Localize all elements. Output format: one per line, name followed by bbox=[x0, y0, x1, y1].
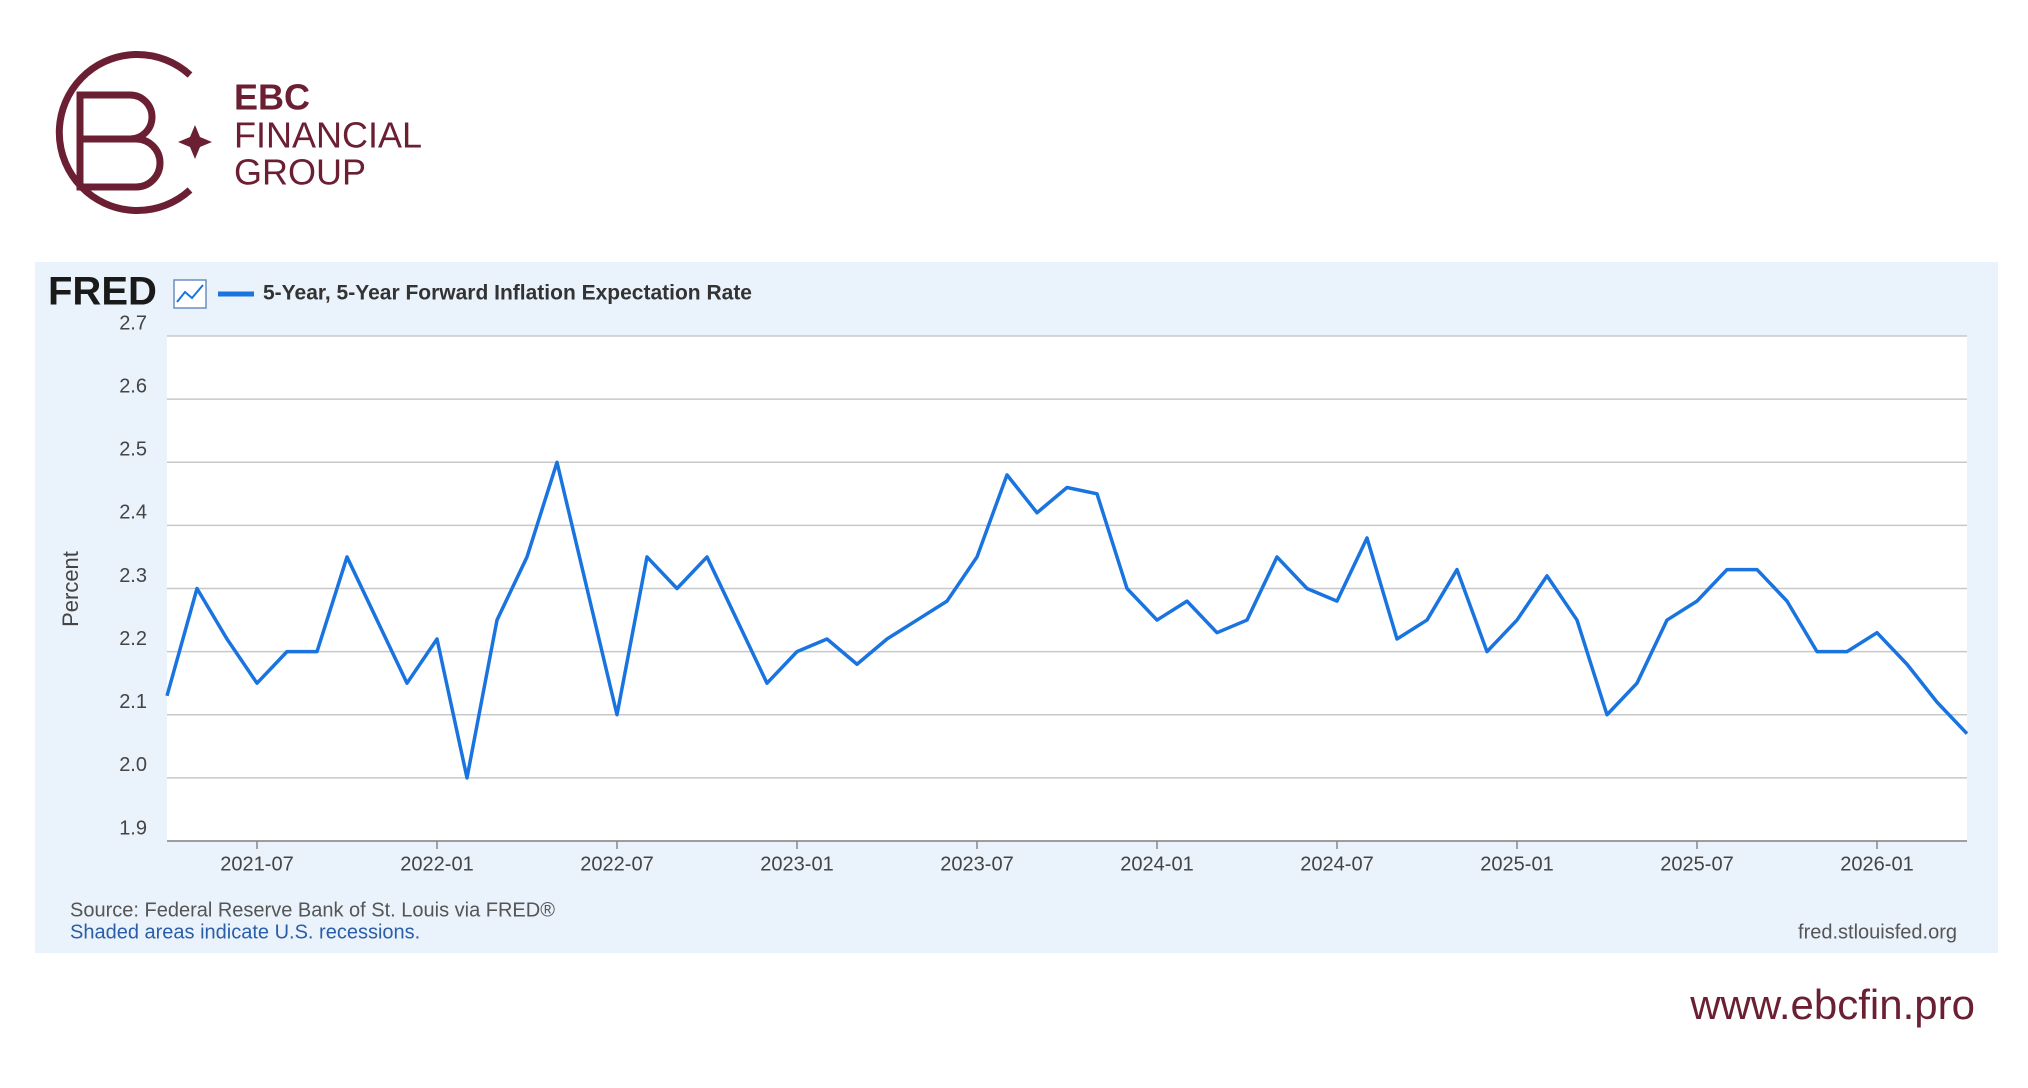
y-tick-label: 2.6 bbox=[119, 375, 147, 397]
x-tick-label: 2025-01 bbox=[1480, 853, 1553, 875]
y-tick-label: 2.7 bbox=[119, 312, 147, 334]
site-note: fred.stlouisfed.org bbox=[1798, 921, 1957, 943]
x-tick-label: 2026-01 bbox=[1840, 853, 1913, 875]
x-tick-label: 2024-07 bbox=[1300, 853, 1373, 875]
brand-line: GROUP bbox=[234, 152, 366, 193]
y-tick-label: 2.3 bbox=[119, 565, 147, 587]
fred-icon-line bbox=[176, 284, 204, 303]
brand-line: FINANCIAL bbox=[234, 115, 422, 156]
y-tick-label: 2.4 bbox=[119, 502, 147, 524]
brand-logo bbox=[55, 51, 212, 214]
logo-star bbox=[178, 125, 212, 159]
y-tick-label: 2.0 bbox=[119, 754, 147, 776]
y-axis-label: Percent bbox=[58, 551, 83, 627]
brand-name: EBC bbox=[234, 77, 310, 118]
y-tick-label: 1.9 bbox=[119, 817, 147, 839]
recession-note: Shaded areas indicate U.S. recessions. bbox=[70, 921, 420, 943]
data-line bbox=[165, 460, 1969, 780]
fred-icon bbox=[173, 279, 207, 309]
fred-logo: FRED bbox=[48, 270, 157, 314]
x-tick-label: 2021-07 bbox=[220, 853, 293, 875]
x-tick-label: 2023-07 bbox=[940, 853, 1013, 875]
brand-url: www.ebcfin.pro bbox=[1689, 981, 1975, 1028]
x-tick-label: 2023-01 bbox=[760, 853, 833, 875]
x-tick-label: 2024-01 bbox=[1120, 853, 1193, 875]
plot: 1.9 2.0 2.1 2.2 2.3 2.4 2.5 2.6 2.7 2021-07 2022-0… bbox=[119, 312, 1969, 875]
logo-b bbox=[76, 91, 164, 191]
y-tick-label: 2.5 bbox=[119, 439, 147, 461]
x-tick-label: 2022-07 bbox=[580, 853, 653, 875]
x-tick-label: 2025-07 bbox=[1660, 853, 1733, 875]
x-tick-label: 2022-01 bbox=[400, 853, 473, 875]
logo-ring bbox=[55, 51, 193, 214]
y-tick-label: 2.1 bbox=[119, 691, 147, 713]
source-note: Source: Federal Reserve Bank of St. Loui… bbox=[70, 899, 555, 921]
y-tick-label: 2.2 bbox=[119, 628, 147, 650]
legend-label: 5-Year, 5-Year Forward Inflation Expecta… bbox=[263, 282, 752, 305]
